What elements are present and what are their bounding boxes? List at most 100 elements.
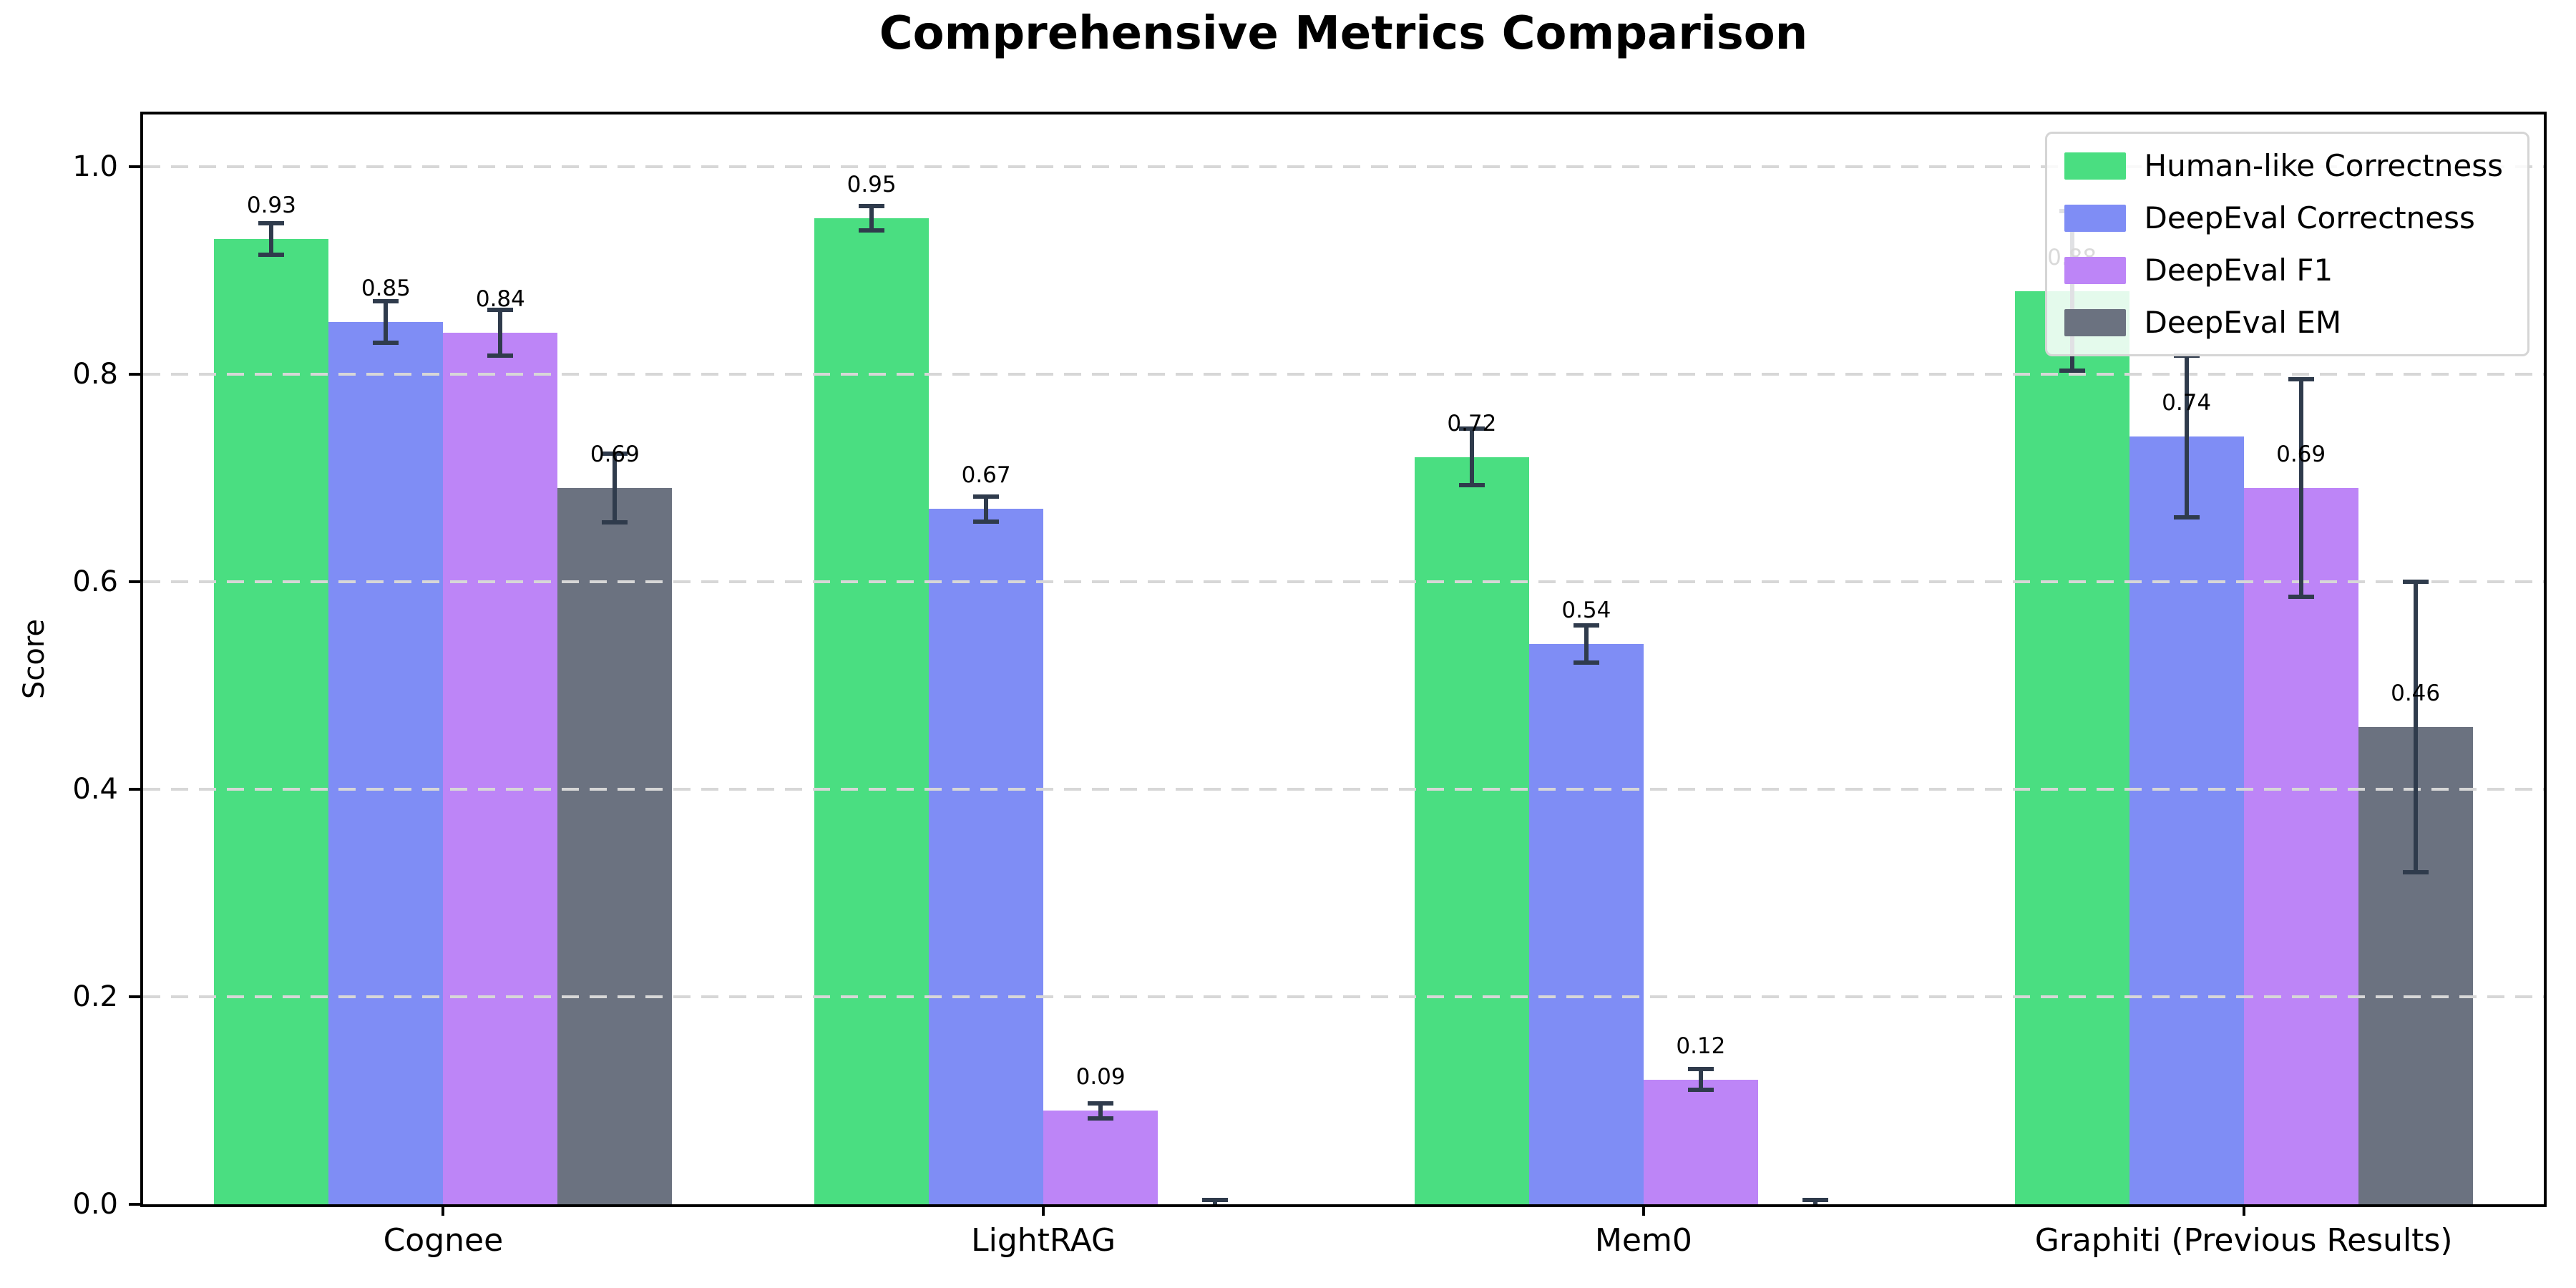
error-bar-cap-bottom (487, 353, 514, 358)
error-bar-cap-bottom (1687, 1088, 1714, 1093)
bar (2243, 488, 2358, 1204)
error-bar-cap-top (859, 203, 885, 208)
chart-title: Comprehensive Metrics Comparison (879, 7, 1808, 60)
y-tick-label: 0.0 (72, 1188, 118, 1221)
error-bar-cap-top (602, 452, 628, 457)
error-bar-line (2298, 379, 2303, 597)
error-bar-cap-bottom (258, 252, 285, 257)
bar (1528, 643, 1644, 1204)
error-bar-line (2413, 581, 2418, 872)
legend-color-swatch (2064, 308, 2126, 336)
error-bar-cap-bottom (1458, 482, 1485, 487)
error-bar-cap-top (1202, 1198, 1229, 1203)
bar-value-label: 0.93 (246, 192, 296, 219)
bar-value-label: 0.74 (2162, 389, 2212, 416)
error-bar-line (984, 496, 989, 522)
error-bar-line (613, 454, 618, 523)
legend-entry-label: DeepEval Correctness (2144, 200, 2475, 235)
bar (443, 332, 558, 1204)
error-bar-line (269, 223, 274, 255)
bar-value-label: 0.69 (2276, 441, 2326, 468)
y-tick-mark (129, 787, 140, 791)
bar (214, 239, 329, 1204)
bar (929, 509, 1044, 1204)
error-bar-line (1098, 1103, 1103, 1118)
gridline (143, 165, 2544, 168)
x-tick-label: Mem0 (1594, 1222, 1692, 1259)
y-tick-label: 0.8 (72, 357, 118, 391)
error-bar-cap-top (258, 221, 285, 226)
gridline (143, 995, 2544, 998)
bar (1643, 1079, 1758, 1204)
x-tick-mark (1042, 1204, 1045, 1216)
error-bar-line (1469, 429, 1474, 485)
bar-value-label: 0.69 (590, 441, 640, 468)
legend-entry: DeepEval Correctness (2064, 200, 2504, 235)
bar-value-label: 0.46 (2391, 680, 2441, 706)
error-bar-cap-bottom (2059, 369, 2085, 374)
legend-entry: Human-like Correctness (2064, 148, 2504, 183)
legend-color-swatch (2064, 204, 2126, 232)
error-bar-cap-bottom (1573, 660, 1599, 665)
error-bar-cap-bottom (2288, 595, 2314, 600)
bar-value-label: 0.54 (1561, 597, 1611, 623)
gridline (143, 580, 2544, 583)
legend-color-swatch (2064, 256, 2126, 284)
error-bar-line (1698, 1069, 1703, 1091)
x-tick-mark (1641, 1204, 1645, 1216)
bar-value-label: 0.84 (475, 286, 525, 312)
y-tick-label: 1.0 (72, 150, 118, 183)
bar-value-label: 0.85 (361, 275, 411, 302)
error-bar-line (384, 301, 389, 343)
y-tick-mark (129, 165, 140, 168)
x-tick-label: Graphiti (Previous Results) (2034, 1222, 2453, 1259)
error-bar-cap-bottom (973, 519, 1000, 524)
error-bar-line (2184, 355, 2189, 517)
x-tick-label: Cognee (383, 1222, 504, 1259)
legend: Human-like Correctness DeepEval Correctne… (2044, 132, 2529, 356)
x-tick-mark (2242, 1204, 2245, 1216)
bar-value-label: 0.72 (1447, 410, 1497, 436)
error-bar-line (1584, 625, 1589, 663)
bar-value-label: 0.09 (1075, 1064, 1126, 1091)
error-bar-cap-top (487, 307, 514, 312)
y-axis-label: Score (18, 618, 51, 700)
legend-entry: DeepEval F1 (2064, 253, 2504, 288)
error-bar-cap-top (1088, 1101, 1114, 1106)
error-bar-cap-top (1458, 426, 1485, 431)
legend-color-swatch (2064, 152, 2126, 180)
y-tick-label: 0.2 (72, 980, 118, 1013)
error-bar-cap-bottom (602, 520, 628, 525)
bar (1043, 1111, 1158, 1204)
x-tick-mark (441, 1204, 445, 1216)
bar (557, 488, 673, 1204)
x-tick-label: LightRAG (971, 1222, 1116, 1259)
error-bar-cap-top (1802, 1198, 1828, 1203)
error-bar-line (498, 309, 503, 356)
error-bar-cap-bottom (859, 228, 885, 233)
y-tick-mark (129, 372, 140, 376)
legend-entry-label: DeepEval F1 (2144, 253, 2333, 288)
y-tick-mark (129, 995, 140, 998)
error-bar-cap-top (2402, 579, 2429, 584)
error-bar-cap-top (1573, 623, 1599, 628)
bar (328, 322, 444, 1204)
error-bar-cap-bottom (373, 341, 399, 346)
legend-entry-label: DeepEval EM (2144, 305, 2342, 340)
bar-value-label: 0.67 (961, 462, 1011, 489)
error-bar-line (869, 205, 874, 231)
error-bar-cap-top (973, 494, 1000, 499)
bar (2129, 436, 2244, 1204)
error-bar-cap-bottom (1088, 1116, 1114, 1121)
legend-entry-label: Human-like Correctness (2144, 148, 2504, 183)
bar-value-label: 0.12 (1676, 1033, 1726, 1059)
error-bar-cap-top (373, 299, 399, 304)
bar (1414, 457, 1529, 1204)
y-tick-label: 0.4 (72, 772, 118, 806)
y-tick-mark (129, 580, 140, 583)
gridline (143, 787, 2544, 791)
y-tick-mark (129, 1203, 140, 1206)
error-bar-cap-top (1687, 1067, 1714, 1072)
bar-value-label: 0.95 (847, 172, 897, 198)
bar (2014, 291, 2129, 1204)
